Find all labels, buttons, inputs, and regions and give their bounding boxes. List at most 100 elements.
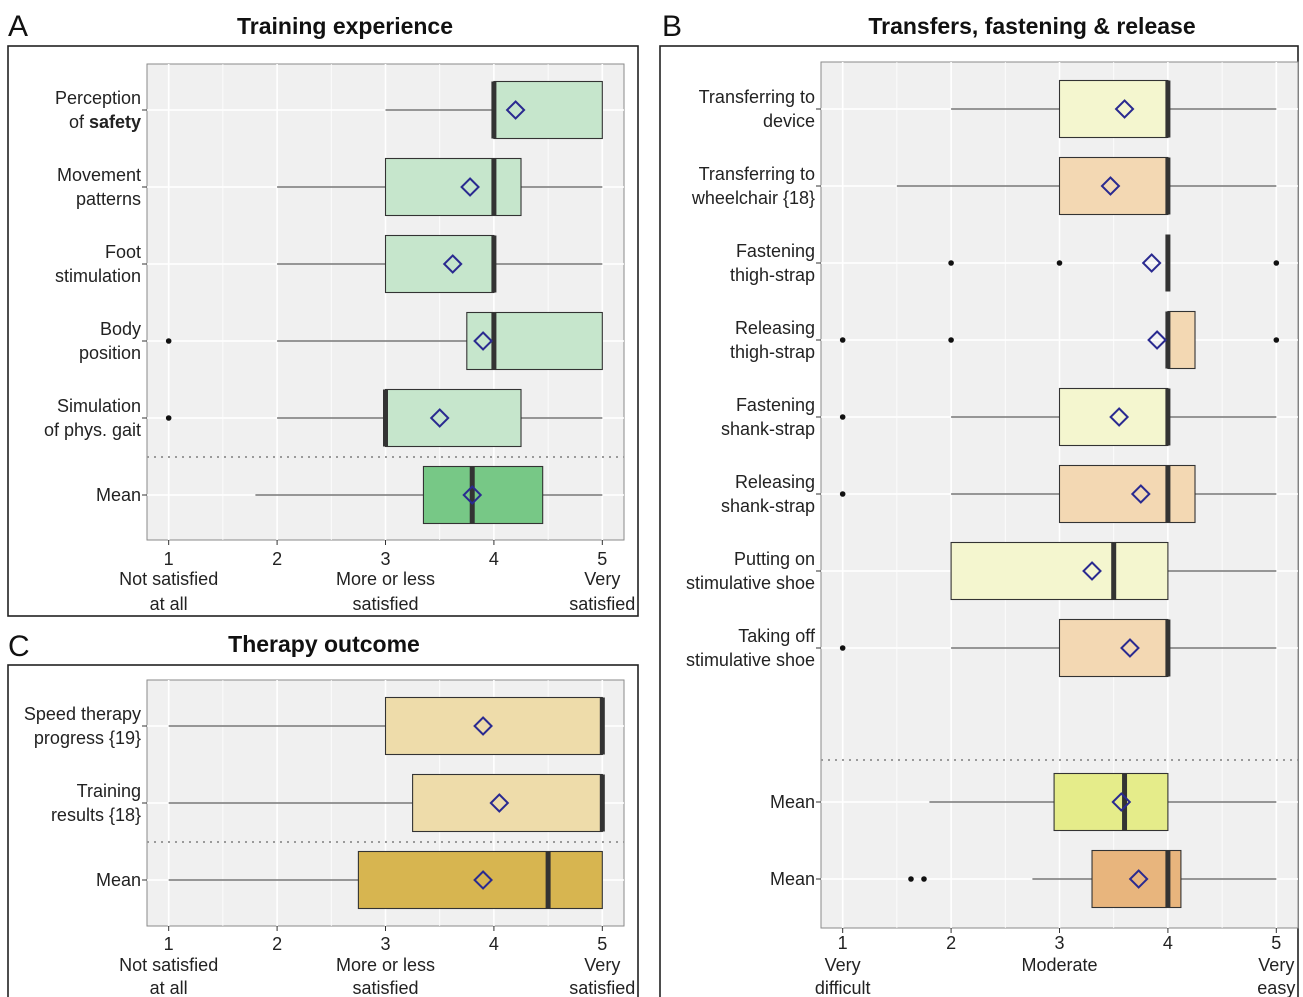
category-label-part: Mean [96,870,141,890]
box-item: Foot stimulation [55,234,603,294]
x-tick-label: 2 [272,934,282,954]
outlier-point [839,337,846,343]
panel-letter: B [662,10,682,43]
outlier-point [839,491,846,497]
category-label-part: stimulative shoe [686,573,815,593]
box-item: Speed therapy progress {19} [24,696,605,756]
category-label: Mean [96,870,141,890]
box-iqr [384,696,603,756]
category-label-part: Foot [105,242,141,262]
category-label-part: of phys. gait [44,420,141,440]
box-iqr [1167,310,1196,370]
x-tick-label: 5 [597,934,607,954]
panel-a: A Training experience Perception of safety M… [7,10,639,617]
mean-marker [1114,99,1135,119]
box-iqr [1058,387,1169,447]
mean-marker [489,793,510,813]
x-anchor-label: Moderate [1021,955,1097,975]
box-iqr [1058,464,1196,524]
category-label: Mean [770,869,815,889]
x-anchor-label: Very [584,569,620,589]
x-anchor-label: at all [150,594,188,614]
panel-b: B Transfers, fastening & release Transferr… [659,10,1299,997]
box-iqr [466,311,603,371]
category-label-part: wheelchair {18} [691,188,815,208]
outlier-point [1273,337,1280,343]
x-anchor-label: Not satisfied [119,569,218,589]
outlier-point [839,645,846,651]
outlier-point [165,338,172,344]
category-label-part: Releasing [735,318,815,338]
category-label-part: stimulation [55,266,141,286]
outlier-point [1273,260,1280,266]
category-label: Speed therapy progress {19} [24,704,141,748]
x-anchor-label: More or less [336,569,435,589]
x-anchor-label: Not satisfied [119,955,218,975]
mean-marker [1100,176,1121,196]
x-anchor-label: satisfied [352,978,418,997]
box-item: Mean [96,465,603,525]
outlier-point [948,260,954,266]
x-tick-label: 5 [597,549,607,569]
category-label-part: Speed therapy [24,704,141,724]
category-label-part: Fastening [736,241,815,261]
x-tick-label: 3 [1054,933,1064,953]
box-item: Fastening thigh-strap [730,234,1280,292]
category-label: Releasing thigh-strap [730,318,815,362]
box-item: Fastening shank-strap [721,387,1277,447]
panel-frame [7,45,639,617]
mean-marker [1128,869,1149,889]
category-label-part: Body [100,319,141,339]
category-label: Releasing shank-strap [721,472,815,516]
outlier-point [908,876,914,882]
box-item: Releasing shank-strap [721,464,1277,524]
x-tick-label: 4 [1163,933,1173,953]
x-tick-label: 5 [1271,933,1281,953]
box-iqr [1058,79,1169,139]
category-label: Body position [79,319,141,363]
box-item: Body position [79,311,603,371]
category-label: Fastening thigh-strap [730,241,815,285]
box-item: Mean [96,850,603,910]
category-label: Simulation of phys. gait [44,396,141,440]
category-label: Transferring to device [699,87,815,131]
x-tick-label: 2 [946,933,956,953]
x-anchor-label: satisfied [569,978,635,997]
category-label-part: Mean [770,869,815,889]
x-anchor-label: at all [150,978,188,997]
outlier-point [1056,260,1063,266]
x-tick-label: 1 [838,933,848,953]
category-label-part: patterns [76,189,141,209]
x-tick-label: 3 [380,934,390,954]
category-label-part: progress {19} [34,728,141,748]
box-iqr [384,388,522,448]
panel-title: Training experience [237,13,453,39]
x-anchor-label: easy [1257,978,1295,997]
panel-c: C Therapy outcome Speed therapy progress {1… [7,630,639,997]
box-iqr [1058,156,1169,216]
category-label-part: shank-strap [721,496,815,516]
category-label-part: Training [77,781,141,801]
box-item: Mean [770,849,1277,909]
box-item: Simulation of phys. gait [44,388,603,448]
mean-marker [1147,330,1167,350]
outlier-point [948,337,954,343]
mean-marker [1082,561,1102,581]
category-label-part: Releasing [735,472,815,492]
category-label-part: Transferring to [699,164,815,184]
category-label-part: thigh-strap [730,265,815,285]
category-label-part: position [79,343,141,363]
x-anchor-label: difficult [815,978,871,997]
box-iqr [1053,772,1169,832]
category-label-part: Mean [96,485,141,505]
panel-title: Transfers, fastening & release [868,13,1195,39]
box-iqr [950,541,1169,601]
category-label: Mean [770,792,815,812]
box-iqr [493,80,603,140]
category-label: Fastening shank-strap [721,395,815,439]
x-tick-label: 1 [164,549,174,569]
box-item: Transferring to device [699,79,1277,139]
mean-marker [429,408,450,428]
mean-marker [462,485,483,505]
category-label-part: Mean [770,792,815,812]
